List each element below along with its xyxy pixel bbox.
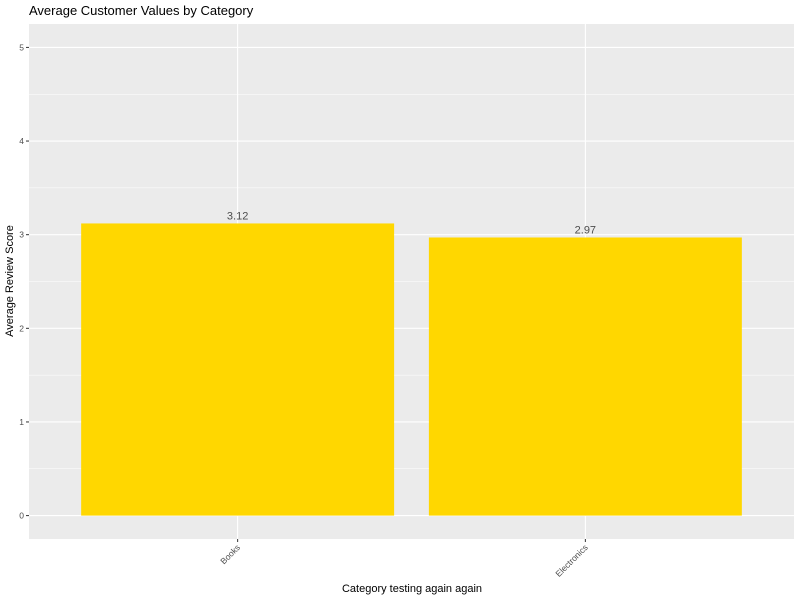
y-tick-label: 4 (19, 136, 24, 146)
x-tick-label-electronics: Electronics (553, 542, 589, 578)
data-label-electronics: 2.97 (575, 224, 596, 236)
data-labels: 3.12 2.97 (227, 210, 596, 236)
y-axis: 0 1 2 3 4 5 (19, 42, 29, 521)
y-tick-label: 3 (19, 230, 24, 240)
y-tick-label: 2 (19, 323, 24, 333)
y-tick-label: 0 (19, 511, 24, 521)
y-axis-title: Average Review Score (4, 225, 16, 337)
y-tick-label: 1 (19, 417, 24, 427)
x-axis-title: Category testing again again (342, 583, 482, 595)
bar-electronics (428, 237, 742, 516)
x-axis: Books Electronics (218, 539, 590, 579)
chart-title: Average Customer Values by Category (29, 3, 254, 18)
bars (81, 223, 742, 516)
data-label-books: 3.12 (227, 210, 248, 222)
bar-books (81, 223, 395, 516)
y-tick-label: 5 (19, 42, 24, 52)
x-tick-label-books: Books (218, 542, 242, 566)
